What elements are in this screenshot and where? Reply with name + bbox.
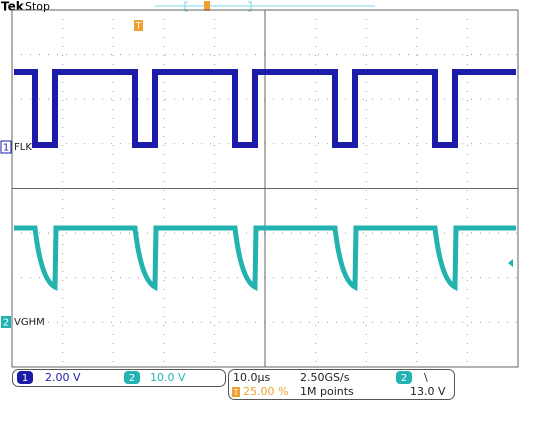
- trigger-marker-label: T: [135, 22, 142, 32]
- time-scale: 10.0µs: [233, 371, 270, 384]
- ch1-ground-marker: [0, 140, 12, 154]
- trigger-position: 25.00 %: [243, 385, 288, 398]
- trigger-source: 2: [401, 373, 407, 384]
- run-status: Stop: [25, 0, 50, 13]
- brand: Tek: [1, 0, 25, 14]
- trigger-pos-mini: [204, 1, 210, 11]
- trigger-source-badge: [396, 371, 412, 384]
- ch2-scale: 10.0 V: [150, 371, 186, 384]
- record-length: 1M points: [300, 385, 354, 398]
- ch2-marker-label: 2: [3, 318, 9, 329]
- channel-readout-box: [12, 369, 226, 387]
- ch1-badge: [17, 371, 33, 384]
- trigger-level-marker: [508, 259, 513, 267]
- ch1-badge-label: 1: [22, 373, 28, 384]
- trigger-level: 13.0 V: [410, 385, 446, 398]
- ch1-scale: 2.00 V: [45, 371, 81, 384]
- channel-1-trace: [14, 69, 516, 148]
- trigger-slope: \: [424, 371, 428, 384]
- ch1-marker-label: 1: [3, 143, 9, 154]
- ch2-badge-label: 2: [129, 373, 135, 384]
- ch1-label: FLK: [14, 142, 32, 153]
- trigger-marker: [134, 20, 143, 31]
- ch2-ground-marker: [1, 316, 11, 328]
- ch2-label: VGHM: [14, 317, 45, 328]
- trigger-pos-icon-label: T: [233, 388, 239, 397]
- channel-2-trace: [14, 225, 516, 292]
- trigger-pos-icon: [232, 387, 240, 397]
- sample-rate: 2.50GS/s: [300, 371, 350, 384]
- ch2-badge: [124, 371, 140, 384]
- view-bracket: [184, 1, 252, 12]
